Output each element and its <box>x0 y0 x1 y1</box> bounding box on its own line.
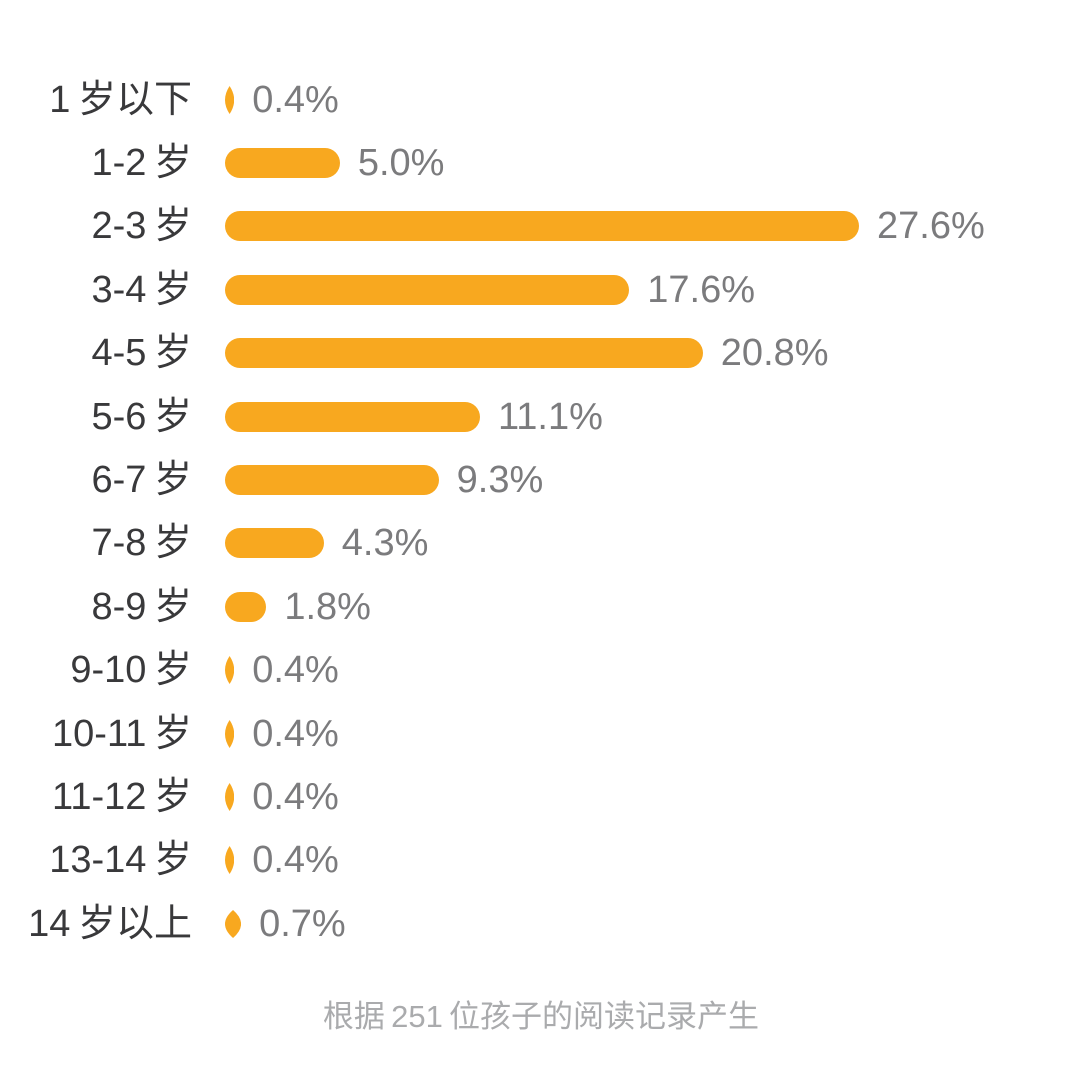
bar <box>225 719 235 748</box>
category-label: 11-12 岁 <box>52 775 192 818</box>
category-label: 4-5 岁 <box>91 332 192 375</box>
chart-row: 3-4 岁 17.6% <box>0 258 1082 321</box>
value-label: 5.0% <box>357 142 445 185</box>
value-label: 17.6% <box>647 268 756 311</box>
category-label: 1 岁以下 <box>49 78 192 121</box>
value-label: 11.1% <box>497 395 603 438</box>
category-label: 14 岁以上 <box>28 902 192 945</box>
chart-row: 1 岁以下 0.4% <box>0 68 1082 131</box>
category-label: 2-3 岁 <box>91 205 192 248</box>
bar <box>225 401 480 432</box>
value-label: 0.4% <box>252 649 339 692</box>
bar-area: 0.4% <box>225 651 339 689</box>
bar-area: 5.0% <box>225 144 444 182</box>
chart-row: 5-6 岁 11.1% <box>0 385 1082 448</box>
bar-area: 20.8% <box>225 334 829 372</box>
bar <box>225 909 242 938</box>
value-label: 0.4% <box>252 775 339 818</box>
chart-row: 11-12 岁 0.4% <box>0 765 1082 828</box>
chart-row: 8-9 岁 1.8% <box>0 575 1082 638</box>
bar <box>225 846 235 875</box>
chart-caption: 根据 251 位孩子的阅读记录产生 <box>322 999 760 1035</box>
category-label: 13-14 岁 <box>49 839 192 882</box>
bar <box>225 148 340 179</box>
bar <box>225 274 630 305</box>
chart-rows: 1 岁以下 0.4% 1-2 岁 5.0% 2-3 岁 27.6% 3-4 岁 17.6% 4-… <box>0 68 1082 955</box>
chart-row: 1-2 岁 5.0% <box>0 131 1082 194</box>
chart-row: 2-3 岁 27.6% <box>0 195 1082 258</box>
chart-row: 10-11 岁 0.4% <box>0 702 1082 765</box>
category-label: 5-6 岁 <box>91 395 192 438</box>
value-label: 0.4% <box>252 78 339 121</box>
bar-area: 0.4% <box>225 715 339 753</box>
bar-area: 0.4% <box>225 841 339 879</box>
chart-row: 14 岁以上 0.7% <box>0 892 1082 955</box>
chart-row: 7-8 岁 4.3% <box>0 512 1082 575</box>
value-label: 20.8% <box>720 332 829 375</box>
value-label: 0.4% <box>252 839 339 882</box>
category-label: 9-10 岁 <box>70 649 192 692</box>
chart-row: 9-10 岁 0.4% <box>0 639 1082 702</box>
category-label: 7-8 岁 <box>91 522 192 565</box>
bar-area: 27.6% <box>225 207 985 245</box>
bar-area: 17.6% <box>225 271 755 309</box>
value-label: 1.8% <box>284 585 371 628</box>
bar-area: 0.7% <box>225 905 346 943</box>
bar <box>225 656 235 685</box>
value-label: 4.3% <box>341 522 429 565</box>
bar-area: 4.3% <box>225 524 428 562</box>
bar-area: 9.3% <box>225 461 543 499</box>
chart-row: 4-5 岁 20.8% <box>0 322 1082 385</box>
value-label: 0.7% <box>259 902 346 945</box>
bar <box>225 211 859 242</box>
bar-area: 0.4% <box>225 81 339 119</box>
bar <box>225 338 703 369</box>
chart-row: 13-14 岁 0.4% <box>0 829 1082 892</box>
value-label: 9.3% <box>456 459 544 502</box>
category-label: 3-4 岁 <box>91 268 192 311</box>
bar <box>225 782 235 811</box>
bar-area: 11.1% <box>225 398 603 436</box>
category-label: 1-2 岁 <box>91 142 192 185</box>
category-label: 10-11 岁 <box>52 712 192 755</box>
bar <box>225 85 235 114</box>
bar <box>225 528 324 559</box>
category-label: 6-7 岁 <box>91 459 192 502</box>
bar <box>225 591 267 622</box>
bar-area: 0.4% <box>225 778 339 816</box>
value-label: 0.4% <box>252 712 339 755</box>
chart-row: 6-7 岁 9.3% <box>0 448 1082 511</box>
bar <box>225 465 439 496</box>
bar-area: 1.8% <box>225 588 371 626</box>
value-label: 27.6% <box>877 205 985 248</box>
category-label: 8-9 岁 <box>91 585 192 628</box>
